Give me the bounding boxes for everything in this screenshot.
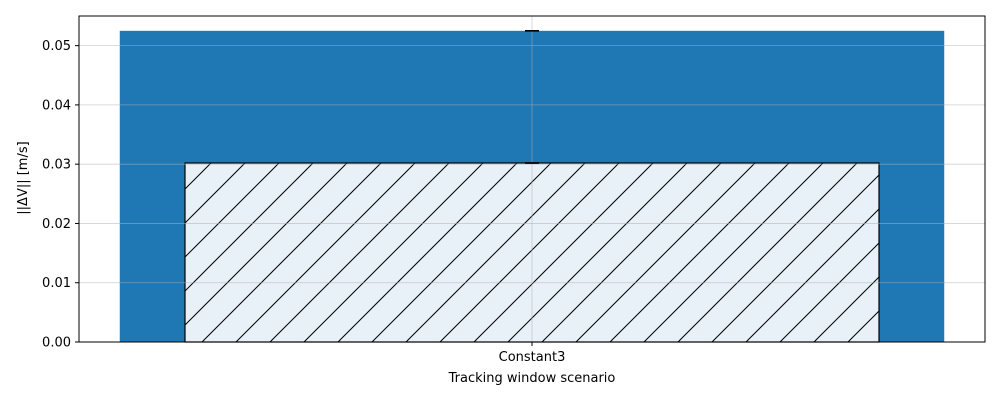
y-axis-title: ||ΔV|| [m/s] <box>16 141 31 214</box>
x-axis-title: Tracking window scenario <box>448 371 616 386</box>
y-tick-label: 0.00 <box>42 336 71 351</box>
y-tick-label: 0.01 <box>42 276 71 291</box>
y-tick-label: 0.03 <box>42 158 71 173</box>
x-tick-label: Constant3 <box>499 350 566 365</box>
y-tick-label: 0.02 <box>42 217 71 232</box>
y-tick-label: 0.05 <box>42 39 71 54</box>
y-tick-label: 0.04 <box>42 98 71 113</box>
